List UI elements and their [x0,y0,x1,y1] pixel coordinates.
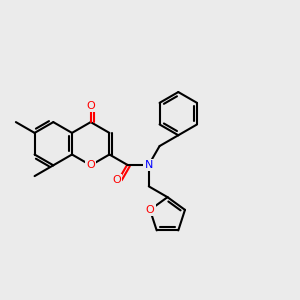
Text: N: N [145,160,153,170]
Text: O: O [146,205,154,215]
Text: O: O [86,101,95,111]
Text: O: O [112,175,121,185]
Text: O: O [86,160,95,170]
